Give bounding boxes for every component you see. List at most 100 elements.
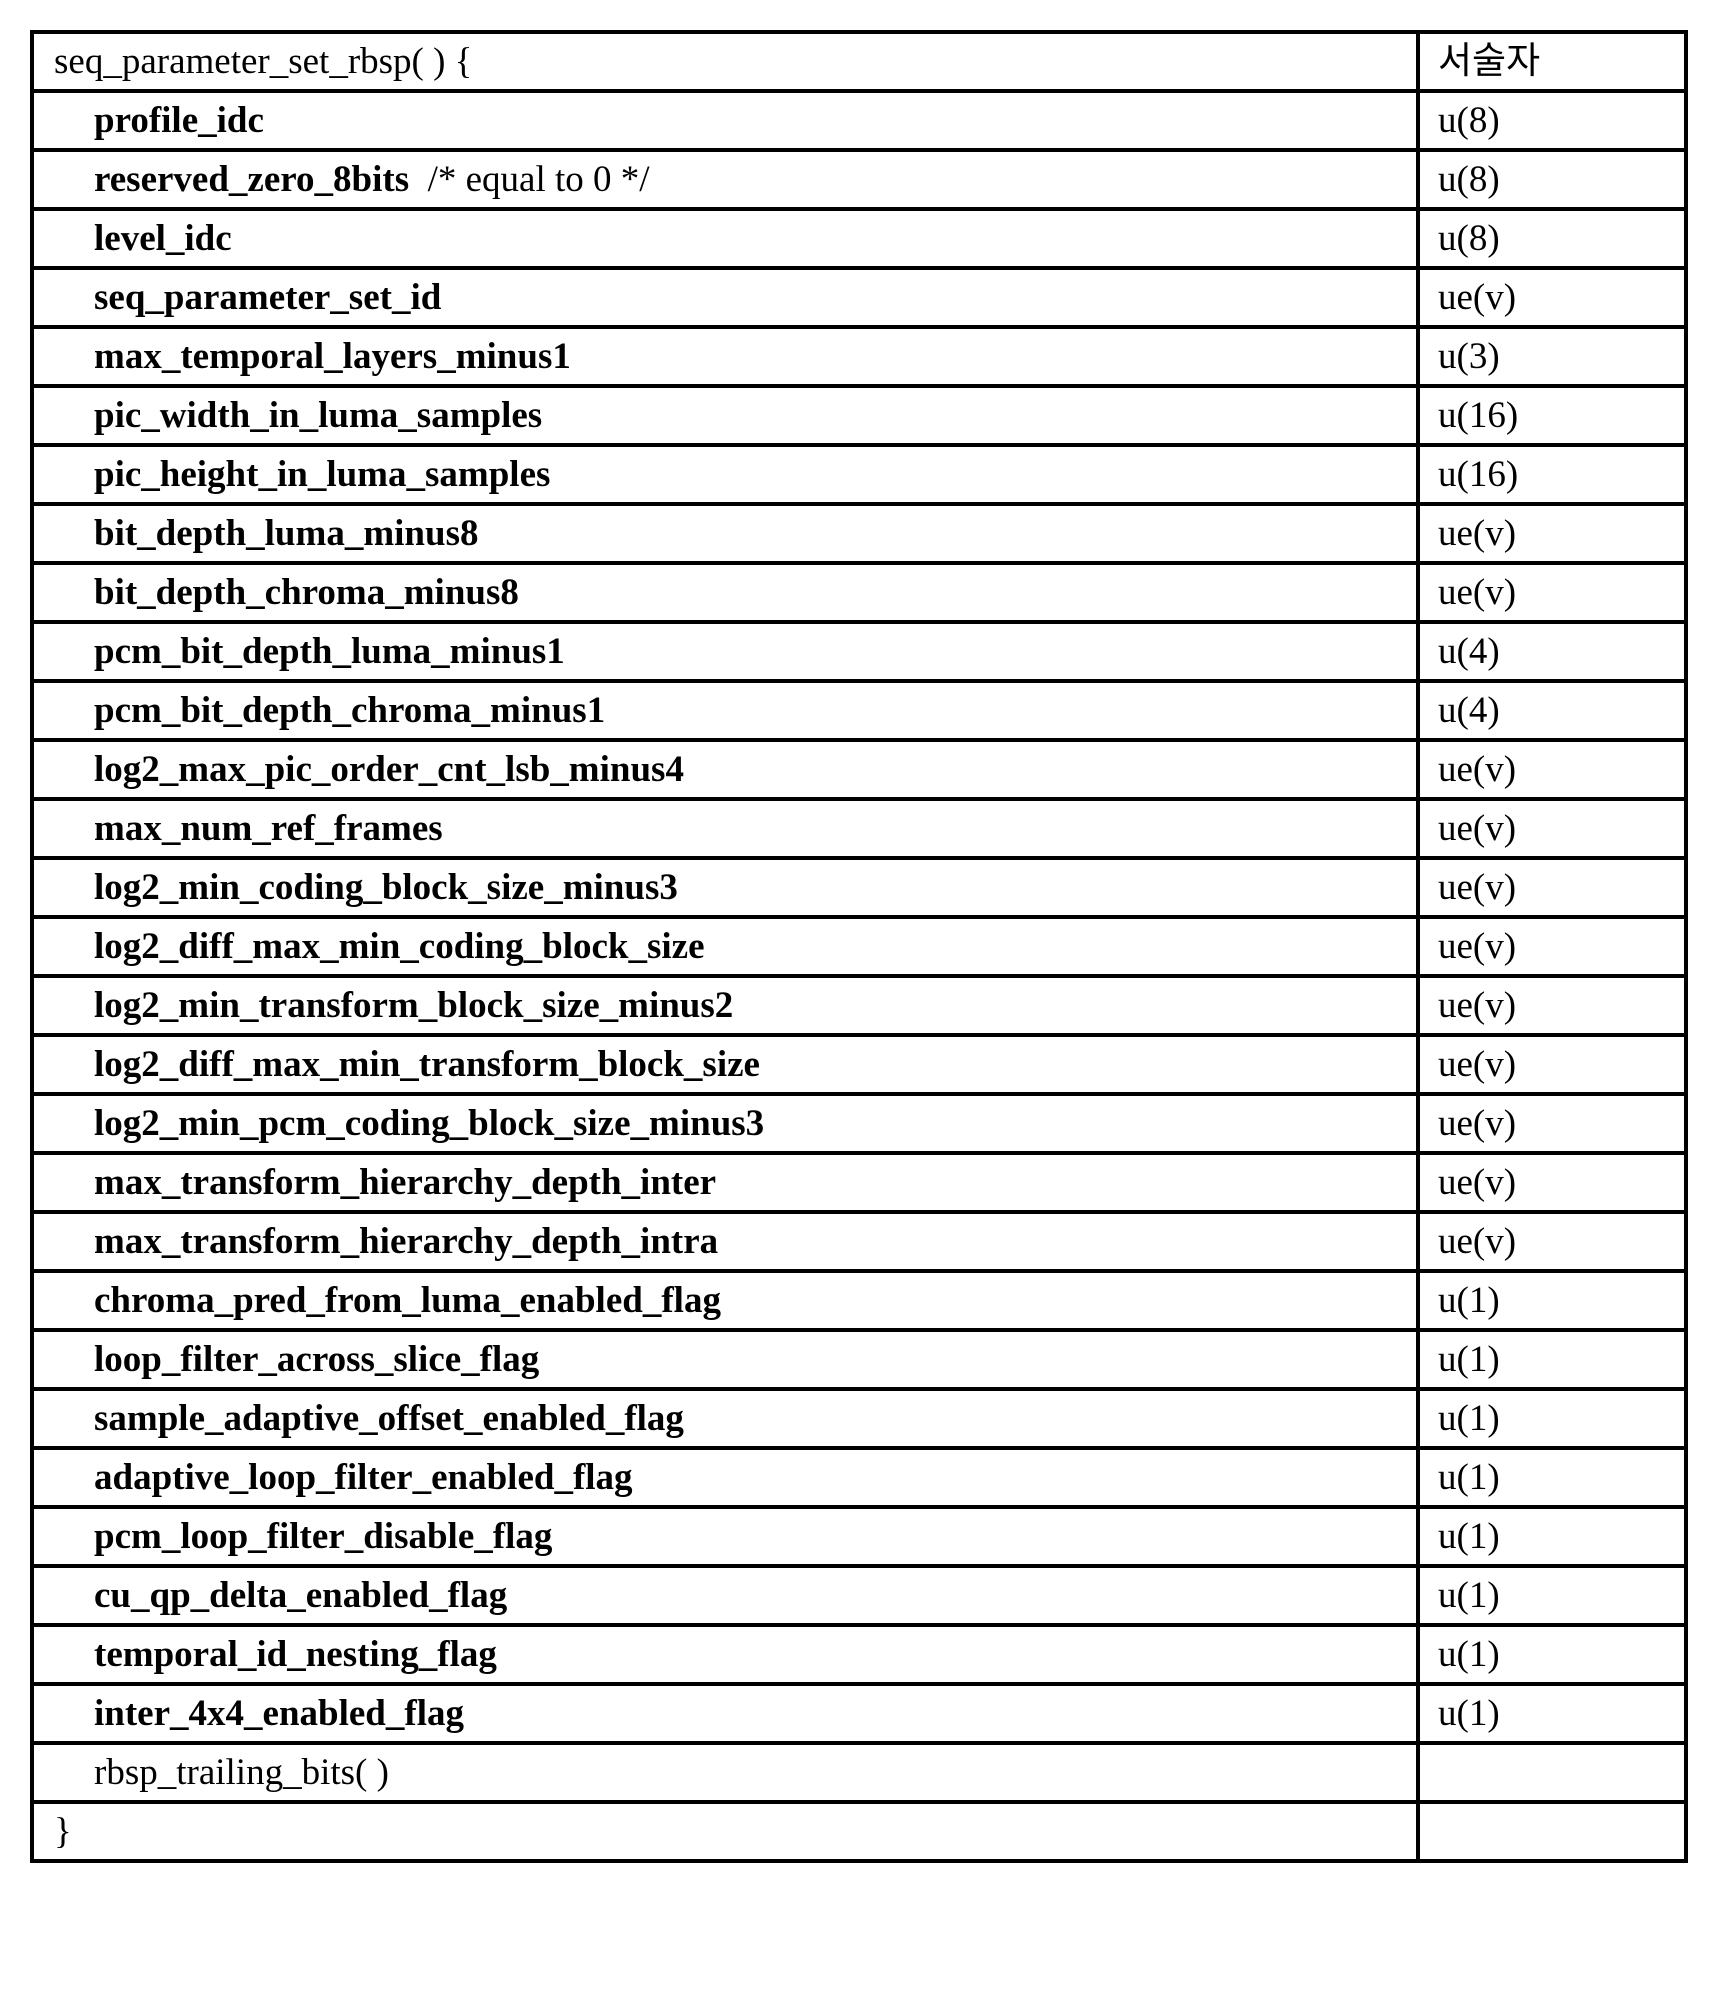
element-name: log2_min_pcm_coding_block_size_minus3 [94,1103,764,1144]
descriptor: u(16) [1418,445,1686,504]
element-name: reserved_zero_8bits [94,159,409,200]
syntax-element: sample_adaptive_offset_enabled_flag [32,1389,1418,1448]
table-row: bit_depth_luma_minus8 ue(v) [32,504,1686,563]
descriptor: u(1) [1418,1684,1686,1743]
element-name: pcm_bit_depth_chroma_minus1 [94,690,605,731]
table-header-row: seq_parameter_set_rbsp( ) { 서술자 [32,32,1686,91]
trailing-row: rbsp_trailing_bits( ) [32,1743,1686,1802]
syntax-element: log2_min_transform_block_size_minus2 [32,976,1418,1035]
table-row: max_temporal_layers_minus1 u(3) [32,327,1686,386]
descriptor [1418,1802,1686,1861]
table-row: seq_parameter_set_id ue(v) [32,268,1686,327]
descriptor: ue(v) [1418,799,1686,858]
descriptor: u(1) [1418,1566,1686,1625]
descriptor [1418,1743,1686,1802]
descriptor: ue(v) [1418,976,1686,1035]
element-name: max_num_ref_frames [94,808,443,849]
syntax-element: rbsp_trailing_bits( ) [32,1743,1418,1802]
syntax-element: chroma_pred_from_luma_enabled_flag [32,1271,1418,1330]
element-name: sample_adaptive_offset_enabled_flag [94,1398,684,1439]
table-row: reserved_zero_8bits /* equal to 0 */u(8) [32,150,1686,209]
table-row: log2_max_pic_order_cnt_lsb_minus4 ue(v) [32,740,1686,799]
syntax-element: max_temporal_layers_minus1 [32,327,1418,386]
syntax-element: } [32,1802,1418,1861]
descriptor: u(16) [1418,386,1686,445]
table-row: log2_min_transform_block_size_minus2ue(v… [32,976,1686,1035]
element-name: seq_parameter_set_id [94,277,441,318]
element-name: bit_depth_luma_minus8 [94,513,479,554]
element-name: max_transform_hierarchy_depth_inter [94,1162,716,1203]
element-name: level_idc [94,218,232,259]
descriptor: u(1) [1418,1389,1686,1448]
descriptor: ue(v) [1418,917,1686,976]
syntax-header: seq_parameter_set_rbsp( ) { [32,32,1418,91]
element-name: pic_width_in_luma_samples [94,395,542,436]
table-row: temporal_id_nesting_flag u(1) [32,1625,1686,1684]
syntax-element: pcm_bit_depth_chroma_minus1 [32,681,1418,740]
element-name: log2_diff_max_min_transform_block_size [94,1044,760,1085]
descriptor-header: 서술자 [1418,32,1686,91]
syntax-element: pcm_bit_depth_luma_minus1 [32,622,1418,681]
element-name: bit_depth_chroma_minus8 [94,572,519,613]
syntax-element: log2_min_coding_block_size_minus3 [32,858,1418,917]
descriptor: u(3) [1418,327,1686,386]
syntax-element: max_transform_hierarchy_depth_inter [32,1153,1418,1212]
syntax-element: loop_filter_across_slice_flag [32,1330,1418,1389]
syntax-element: max_transform_hierarchy_depth_intra [32,1212,1418,1271]
table-row: adaptive_loop_filter_enabled_flag u(1) [32,1448,1686,1507]
element-name: inter_4x4_enabled_flag [94,1693,464,1734]
element-name: log2_max_pic_order_cnt_lsb_minus4 [94,749,684,790]
table-row: log2_min_coding_block_size_minus3ue(v) [32,858,1686,917]
element-name: pic_height_in_luma_samples [94,454,550,495]
syntax-table: seq_parameter_set_rbsp( ) { 서술자 profile_… [30,30,1688,1863]
descriptor: ue(v) [1418,504,1686,563]
element-name: max_temporal_layers_minus1 [94,336,571,377]
element-name: cu_qp_delta_enabled_flag [94,1575,507,1616]
descriptor: ue(v) [1418,268,1686,327]
syntax-element: pcm_loop_filter_disable_flag [32,1507,1418,1566]
element-name: pcm_bit_depth_luma_minus1 [94,631,565,672]
syntax-element: bit_depth_luma_minus8 [32,504,1418,563]
element-name: adaptive_loop_filter_enabled_flag [94,1457,633,1498]
element-name: log2_diff_max_min_coding_block_size [94,926,705,967]
syntax-element: inter_4x4_enabled_flag [32,1684,1418,1743]
table-row: loop_filter_across_slice_flag u(1) [32,1330,1686,1389]
syntax-element: log2_min_pcm_coding_block_size_minus3 [32,1094,1418,1153]
table-row: log2_min_pcm_coding_block_size_minus3ue(… [32,1094,1686,1153]
element-name: max_transform_hierarchy_depth_intra [94,1221,718,1262]
table-row: level_idc u(8) [32,209,1686,268]
closing-row: } [32,1802,1686,1861]
table-row: pic_height_in_luma_samples u(16) [32,445,1686,504]
table-row: max_num_ref_frames ue(v) [32,799,1686,858]
descriptor: ue(v) [1418,1035,1686,1094]
descriptor: u(8) [1418,150,1686,209]
element-name: loop_filter_across_slice_flag [94,1339,539,1380]
element-name: pcm_loop_filter_disable_flag [94,1516,552,1557]
table-row: pic_width_in_luma_samples u(16) [32,386,1686,445]
descriptor: ue(v) [1418,1212,1686,1271]
table-row: pcm_loop_filter_disable_flagu(1) [32,1507,1686,1566]
descriptor: u(1) [1418,1448,1686,1507]
syntax-element: profile_idc [32,91,1418,150]
syntax-element: max_num_ref_frames [32,799,1418,858]
table-row: log2_diff_max_min_coding_block_size ue(v) [32,917,1686,976]
descriptor: u(8) [1418,209,1686,268]
descriptor: u(1) [1418,1330,1686,1389]
descriptor: ue(v) [1418,1153,1686,1212]
descriptor: u(4) [1418,681,1686,740]
table-row: pcm_bit_depth_luma_minus1u(4) [32,622,1686,681]
descriptor: u(1) [1418,1625,1686,1684]
descriptor: ue(v) [1418,858,1686,917]
descriptor: ue(v) [1418,740,1686,799]
syntax-element: adaptive_loop_filter_enabled_flag [32,1448,1418,1507]
element-name: chroma_pred_from_luma_enabled_flag [94,1280,721,1321]
syntax-element: cu_qp_delta_enabled_flag [32,1566,1418,1625]
table-row: log2_diff_max_min_transform_block_size ue… [32,1035,1686,1094]
table-row: max_transform_hierarchy_depth_intra ue(v) [32,1212,1686,1271]
element-name: temporal_id_nesting_flag [94,1634,497,1675]
table-row: cu_qp_delta_enabled_flag u(1) [32,1566,1686,1625]
syntax-element: log2_max_pic_order_cnt_lsb_minus4 [32,740,1418,799]
syntax-element: pic_height_in_luma_samples [32,445,1418,504]
table-row: chroma_pred_from_luma_enabled_flagu(1) [32,1271,1686,1330]
syntax-element: level_idc [32,209,1418,268]
